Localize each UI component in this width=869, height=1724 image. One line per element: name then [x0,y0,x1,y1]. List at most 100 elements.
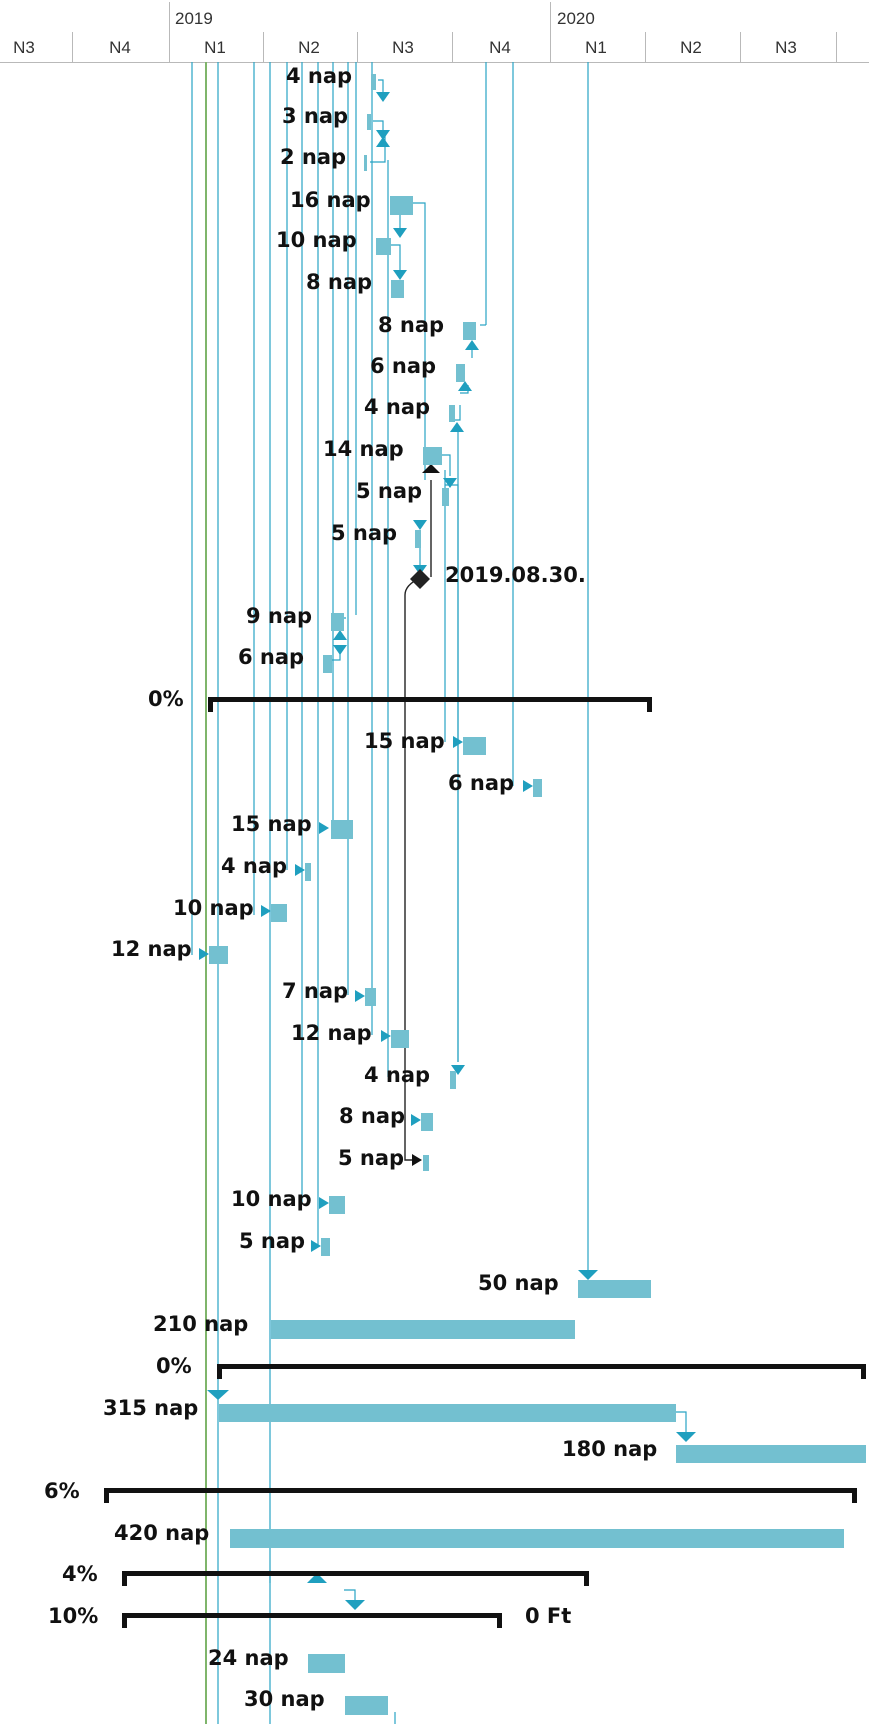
task-bar[interactable] [329,1196,345,1214]
milestone-date-label: 2019.08.30. [445,563,586,587]
year-label: 2020 [557,9,595,28]
task-bar[interactable] [376,238,391,255]
task-duration-label: 8 nap [378,313,445,337]
summary-bar[interactable] [104,1488,857,1503]
task-bar[interactable] [209,946,228,964]
task-bar[interactable] [321,1238,330,1256]
task-bar[interactable] [456,364,465,382]
task-bar[interactable] [449,405,455,422]
summary-percent-label: 0% [148,687,184,711]
link-arrow [295,864,305,876]
link-arrow [443,478,457,488]
quarter-label: N2 [298,38,320,57]
quarter-divider [645,32,646,62]
task-bar[interactable] [219,1404,676,1422]
task-duration-label: 5 nap [331,521,398,545]
link-arrow [311,1240,321,1252]
task-duration-label: 10 nap [231,1187,312,1211]
task-bar[interactable] [365,988,376,1006]
link-arrow [465,340,479,350]
link-arrow [376,92,390,102]
quarter-label: N4 [109,38,131,57]
task-duration-label: 30 nap [244,1687,325,1711]
task-bar[interactable] [230,1529,844,1548]
summary-bar[interactable] [122,1571,589,1586]
task-duration-label: 9 nap [246,604,313,628]
link-arrow [458,381,472,391]
task-duration-label: 6 nap [370,354,437,378]
task-bar[interactable] [415,530,421,548]
task-duration-label: 5 nap [239,1229,306,1253]
task-duration-label: 15 nap [364,729,445,753]
link-arrow [319,1197,329,1209]
summary-bar[interactable] [208,697,652,712]
task-bar[interactable] [421,1113,433,1131]
year-divider [169,2,170,62]
task-bar[interactable] [423,1155,429,1171]
quarter-divider [740,32,741,62]
task-duration-label: 6 nap [238,645,305,669]
task-duration-label: 50 nap [478,1271,559,1295]
task-bar[interactable] [364,155,367,171]
summary-bar[interactable] [217,1364,866,1379]
task-duration-label: 10 nap [173,896,254,920]
link-arrow [333,645,347,655]
task-bar[interactable] [271,904,287,922]
task-bar[interactable] [391,280,404,298]
task-bar[interactable] [442,488,449,506]
link-arrow [393,270,407,280]
summary-percent-label: 10% [48,1604,99,1628]
task-bar[interactable] [463,737,486,755]
task-bar[interactable] [390,196,413,215]
task-bar[interactable] [323,655,332,673]
task-bar[interactable] [345,1696,388,1715]
task-bar[interactable] [676,1445,866,1463]
task-duration-label: 4 nap [364,395,431,419]
task-bar[interactable] [331,613,344,631]
task-duration-label: 420 nap [114,1521,210,1545]
task-bar[interactable] [423,447,442,465]
task-bar[interactable] [533,779,542,797]
milestone-diamond[interactable] [410,569,430,589]
link-arrow [411,1114,421,1126]
link-arrow [523,780,533,792]
task-duration-label: 6 nap [448,771,515,795]
quarter-divider [836,32,837,62]
summary-percent-label: 4% [62,1562,98,1586]
summary-percent-label: 0% [156,1354,192,1378]
link-arrow [453,736,463,748]
task-duration-label: 3 nap [282,104,349,128]
task-duration-label: 5 nap [356,479,423,503]
task-duration-label: 315 nap [103,1396,199,1420]
task-bar[interactable] [367,114,371,130]
quarter-label: N1 [585,38,607,57]
milestone-link-arrow [412,1154,422,1166]
task-bar[interactable] [371,74,376,90]
summary-bar[interactable] [122,1613,502,1628]
task-bar[interactable] [578,1280,651,1298]
link-arrow [578,1270,598,1280]
task-bar[interactable] [308,1654,345,1673]
summary-cost-label: 0 Ft [525,1604,572,1628]
task-bar[interactable] [271,1320,575,1339]
link-arrow [207,1390,229,1400]
task-duration-label: 12 nap [291,1021,372,1045]
task-bar[interactable] [391,1030,409,1048]
quarter-label: N1 [204,38,226,57]
task-duration-label: 210 nap [153,1312,249,1336]
task-duration-label: 4 nap [221,854,288,878]
link-arrow [393,228,407,238]
task-bar[interactable] [331,820,353,839]
link-arrow [333,630,347,640]
task-bar[interactable] [305,863,311,881]
quarter-divider [357,32,358,62]
link-arrow [355,990,365,1002]
link-arrow [307,1573,327,1583]
task-bar[interactable] [450,1071,456,1089]
quarter-divider [452,32,453,62]
task-duration-label: 16 nap [290,188,371,212]
task-bar[interactable] [463,322,476,340]
quarter-divider [263,32,264,62]
